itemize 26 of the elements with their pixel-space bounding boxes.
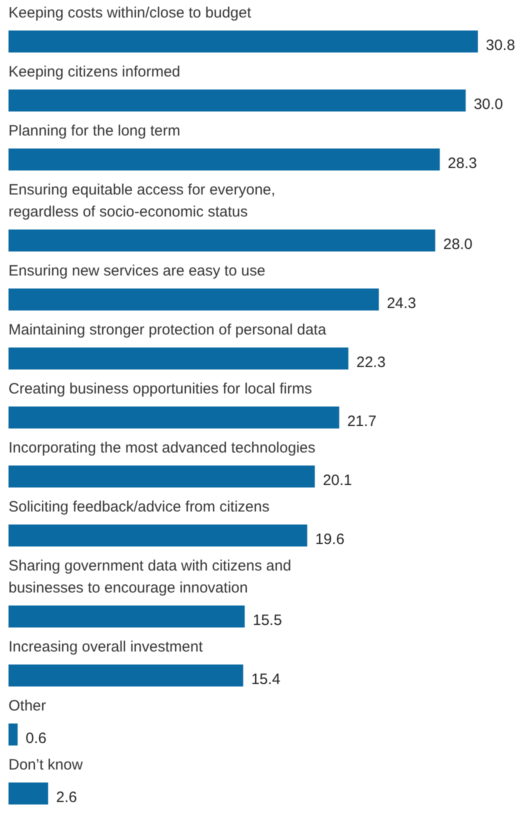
y-tick-label: Maintaining stronger protection of personal data <box>8 322 327 338</box>
y-tick-label: Planning for the long term <box>8 122 180 140</box>
data-label: 30.0 <box>474 96 503 113</box>
y-tick-label: Keeping citizens informed <box>8 64 180 80</box>
data-label: 28.3 <box>448 155 478 172</box>
data-label: 21.7 <box>347 413 376 430</box>
y-tick-label: Keeping costs within/close to budget <box>8 4 252 22</box>
y-tick-label: Sharing government data with citizens and businesses to encourage innovation <box>8 558 292 597</box>
data-label: 28.0 <box>443 236 472 253</box>
y-tick-label: Other <box>8 698 46 714</box>
data-label: 30.8 <box>486 37 516 54</box>
y-tick-label: Creating business opportunities for local firms <box>8 380 312 398</box>
data-label: 15.5 <box>252 612 282 629</box>
data-label: 2.6 <box>56 789 77 806</box>
y-tick-label: Don’t know <box>8 756 83 774</box>
y-tick-label: Increasing overall investment <box>8 638 204 656</box>
y-tick-label: Soliciting feedback/advice from citizens <box>8 498 270 516</box>
y-tick-label: Ensuring new services are easy to use <box>8 262 266 280</box>
y-tick-label: Ensuring equitable access for everyone, regardless of socio-economic status <box>8 182 276 221</box>
data-label: 15.4 <box>251 671 280 688</box>
data-label: 19.6 <box>315 531 344 548</box>
y-tick-label: Incorporating the most advanced technologies <box>8 440 316 456</box>
data-label: 20.1 <box>322 472 352 489</box>
data-label: 0.6 <box>26 730 47 747</box>
data-label: 22.3 <box>356 354 386 371</box>
data-label: 24.3 <box>386 295 416 312</box>
